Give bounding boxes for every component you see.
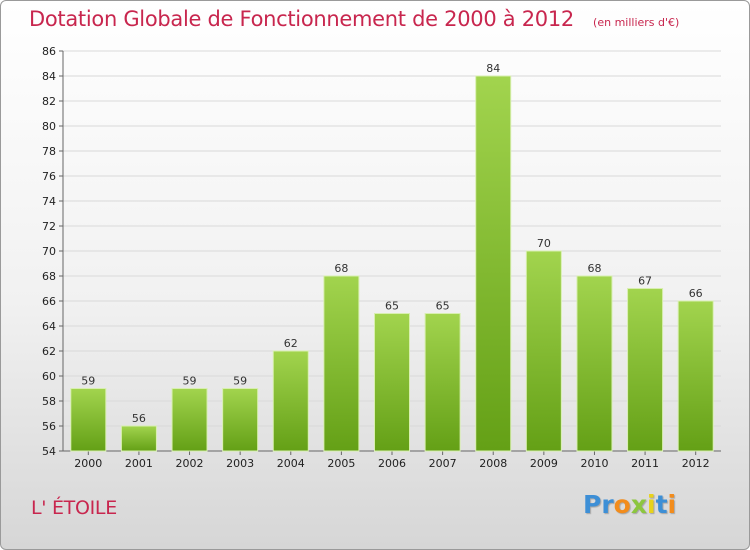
data-label: 66 bbox=[689, 287, 703, 300]
commune-name: L' ÉTOILE bbox=[31, 497, 117, 519]
data-label: 65 bbox=[436, 300, 450, 313]
y-tick-label: 70 bbox=[42, 245, 56, 258]
y-tick-label: 60 bbox=[42, 370, 56, 383]
x-tick-label: 2006 bbox=[378, 457, 406, 470]
y-tick-label: 72 bbox=[42, 220, 56, 233]
bar-2008 bbox=[475, 75, 512, 452]
x-tick-label: 2004 bbox=[277, 457, 305, 470]
bar-2007 bbox=[424, 313, 461, 452]
x-tick-label: 2005 bbox=[327, 457, 355, 470]
x-tick-label: 2000 bbox=[74, 457, 102, 470]
y-tick-label: 56 bbox=[42, 420, 56, 433]
x-tick-label: 2001 bbox=[125, 457, 153, 470]
logo-letter: t bbox=[655, 490, 668, 519]
y-tick-label: 78 bbox=[42, 145, 56, 158]
data-label: 67 bbox=[638, 275, 652, 288]
x-tick-label: 2008 bbox=[479, 457, 507, 470]
data-label: 65 bbox=[385, 300, 399, 313]
bar-2002 bbox=[171, 388, 208, 452]
x-tick-label: 2010 bbox=[580, 457, 608, 470]
data-label: 68 bbox=[587, 262, 601, 275]
bar-2011 bbox=[627, 288, 664, 452]
bar-2003 bbox=[222, 388, 259, 452]
bar-layer bbox=[70, 75, 714, 452]
logo-letter: o bbox=[613, 490, 631, 519]
y-tick-label: 64 bbox=[42, 320, 56, 333]
title-row: Dotation Globale de Fonctionnement de 20… bbox=[29, 7, 679, 31]
bar-2012 bbox=[677, 300, 714, 452]
y-tick-label: 74 bbox=[42, 195, 56, 208]
y-tick-label: 80 bbox=[42, 120, 56, 133]
proxiti-logo[interactable]: Proxiti bbox=[583, 490, 676, 519]
y-tick-label: 58 bbox=[42, 395, 56, 408]
logo-letter: r bbox=[601, 490, 614, 519]
y-tick-label: 62 bbox=[42, 345, 56, 358]
y-tick-label: 54 bbox=[42, 445, 56, 458]
bar-2006 bbox=[374, 313, 410, 452]
logo-letter: i bbox=[647, 490, 656, 519]
chart-title: Dotation Globale de Fonctionnement de 20… bbox=[29, 7, 574, 31]
chart-subtitle: (en milliers d'€) bbox=[593, 16, 680, 29]
y-tick-label: 82 bbox=[42, 95, 56, 108]
x-tick-label: 2012 bbox=[682, 457, 710, 470]
x-tick-label: 2002 bbox=[176, 457, 204, 470]
data-label: 56 bbox=[132, 412, 146, 425]
bar-2001 bbox=[120, 425, 157, 452]
bar-2009 bbox=[525, 250, 562, 452]
data-label: 59 bbox=[233, 375, 247, 388]
bar-2005 bbox=[323, 275, 360, 452]
x-tick-label: 2009 bbox=[530, 457, 558, 470]
x-tick-label: 2007 bbox=[429, 457, 457, 470]
data-label: 62 bbox=[284, 337, 298, 350]
y-tick-label: 68 bbox=[42, 270, 56, 283]
label-layer: 59 56 59 59 62 68 65 65 84 70 68 67 66 bbox=[81, 62, 702, 425]
data-label: 59 bbox=[81, 375, 95, 388]
data-label: 84 bbox=[486, 62, 500, 75]
data-label: 59 bbox=[183, 375, 197, 388]
y-tick-label: 76 bbox=[42, 170, 56, 183]
y-tick-label: 84 bbox=[42, 70, 56, 83]
bar-2000 bbox=[70, 388, 107, 452]
x-tick-label: 2003 bbox=[226, 457, 254, 470]
logo-letter: P bbox=[583, 490, 602, 519]
data-label: 70 bbox=[537, 237, 551, 250]
y-tick-label: 66 bbox=[42, 295, 56, 308]
y-tick-label: 86 bbox=[42, 45, 56, 58]
x-tick-label: 2011 bbox=[631, 457, 659, 470]
bar-2010 bbox=[576, 275, 613, 452]
logo-letter: i bbox=[667, 490, 677, 519]
bar-2004 bbox=[272, 350, 309, 452]
logo-letter: x bbox=[630, 490, 647, 519]
data-label: 68 bbox=[334, 262, 348, 275]
